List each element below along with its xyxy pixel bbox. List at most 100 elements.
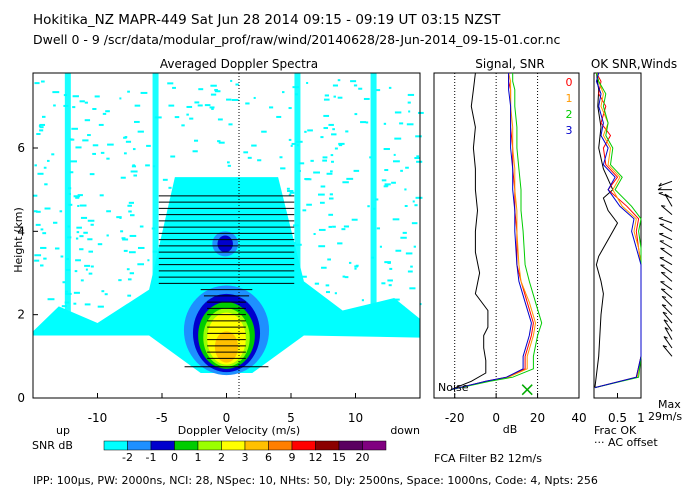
snr-fleck: [218, 221, 224, 224]
x-tick-label: 0.5: [608, 411, 627, 425]
snr-fleck: [84, 264, 91, 267]
snr-fleck: [323, 98, 330, 101]
snr-fleck: [332, 84, 338, 87]
snr-fleck: [405, 252, 413, 255]
snr-fleck: [239, 185, 246, 188]
snr-fleck: [415, 135, 422, 138]
snr-fleck: [261, 130, 267, 133]
up-label: up: [56, 424, 70, 437]
snr-fleck: [41, 115, 46, 118]
snr-fleck: [84, 101, 88, 104]
snr-fleck: [343, 225, 350, 228]
snr-fleck: [101, 290, 105, 293]
snr-fleck: [402, 231, 407, 234]
snr-fleck: [376, 227, 381, 230]
snr-fleck: [147, 259, 150, 262]
snr-fleck: [325, 300, 329, 303]
colorbar-swatch: [291, 440, 316, 451]
snr-fleck: [317, 193, 325, 196]
snr-fleck: [348, 261, 352, 264]
colorbar-label: SNR dB: [32, 439, 73, 452]
snr-fleck: [294, 93, 298, 96]
snr-fleck: [130, 170, 138, 173]
snr-fleck: [276, 221, 281, 224]
snr-fleck: [68, 192, 71, 195]
snr-fleck: [151, 227, 156, 230]
snr-fleck: [118, 279, 122, 282]
snr-fleck: [60, 255, 64, 258]
snr-fleck: [334, 147, 338, 150]
snr-fleck: [70, 138, 75, 141]
snr-fleck: [116, 216, 122, 219]
snr-fleck: [129, 272, 135, 275]
snr-fleck: [346, 177, 354, 180]
snr-fleck: [127, 90, 130, 93]
snr-fleck: [354, 113, 358, 116]
snr-fleck: [376, 89, 381, 92]
snr-fleck: [233, 222, 237, 225]
snr-fleck: [393, 298, 400, 301]
frac-ok-line: [594, 72, 619, 388]
snr-fleck: [44, 183, 48, 186]
colorbar-swatch: [362, 440, 387, 451]
snr-fleck: [379, 245, 382, 248]
snr-fleck: [414, 157, 420, 160]
snr-fleck: [140, 91, 148, 94]
colorbar-tick-label: 3: [242, 451, 249, 464]
snr-fleck: [202, 203, 207, 206]
snr-fleck: [270, 286, 275, 289]
snr-fleck: [192, 150, 198, 153]
colorbar-tick-label: -1: [146, 451, 157, 464]
legend-entry: 2: [566, 108, 573, 121]
snr-fleck: [127, 278, 132, 281]
signal-xlabel: dB: [503, 423, 518, 436]
snr-fleck: [46, 159, 50, 162]
wind-arrow: [658, 180, 673, 187]
snr-fleck: [137, 246, 145, 249]
snr-fleck: [194, 101, 200, 104]
snr-fleck: [79, 248, 84, 251]
snr-fleck: [394, 137, 402, 140]
wind-arrow-head: [661, 288, 666, 291]
snr-fleck: [253, 96, 256, 99]
snr-fleck: [247, 156, 252, 159]
snr-fleck: [42, 232, 47, 235]
snr-fleck: [214, 277, 221, 280]
snr-fleck: [75, 259, 81, 262]
snr-fleck: [64, 301, 70, 304]
winds-title: OK SNR,Winds: [591, 57, 677, 71]
snr-fleck: [65, 290, 69, 293]
snr-fleck: [411, 222, 418, 225]
snr-fleck: [104, 293, 108, 296]
snr-fleck: [92, 107, 97, 110]
snr-fleck: [127, 294, 132, 297]
snr-fleck: [351, 218, 358, 221]
snr-fleck: [170, 155, 176, 158]
signal-legend: 0 1 2 3: [566, 76, 573, 137]
snr-fleck: [399, 122, 404, 125]
snr-fleck: [33, 210, 38, 213]
snr-fleck: [217, 118, 223, 121]
snr-fleck: [186, 113, 189, 116]
snr-fleck: [269, 106, 274, 109]
y-tick-label: 0: [17, 391, 25, 405]
snr-fleck: [257, 159, 262, 162]
snr-fleck: [92, 144, 99, 147]
snr-fleck: [76, 226, 82, 229]
snr-fleck: [76, 231, 80, 234]
snr-fleck: [282, 91, 285, 94]
colorbar-swatch: [174, 440, 199, 451]
snr-fleck: [82, 139, 89, 142]
snr-fleck: [34, 82, 40, 85]
colorbar-swatch: [103, 440, 128, 451]
snr-fleck: [388, 86, 392, 89]
snr-fleck: [121, 237, 126, 240]
clutter-streak: [370, 73, 377, 332]
wind-arrow: [659, 233, 673, 241]
snr-fleck: [222, 217, 227, 220]
snr-fleck: [252, 264, 259, 267]
snr-fleck: [193, 218, 200, 221]
snr-fleck: [39, 129, 44, 132]
snr-fleck: [65, 268, 71, 271]
snr-fleck: [210, 84, 217, 87]
